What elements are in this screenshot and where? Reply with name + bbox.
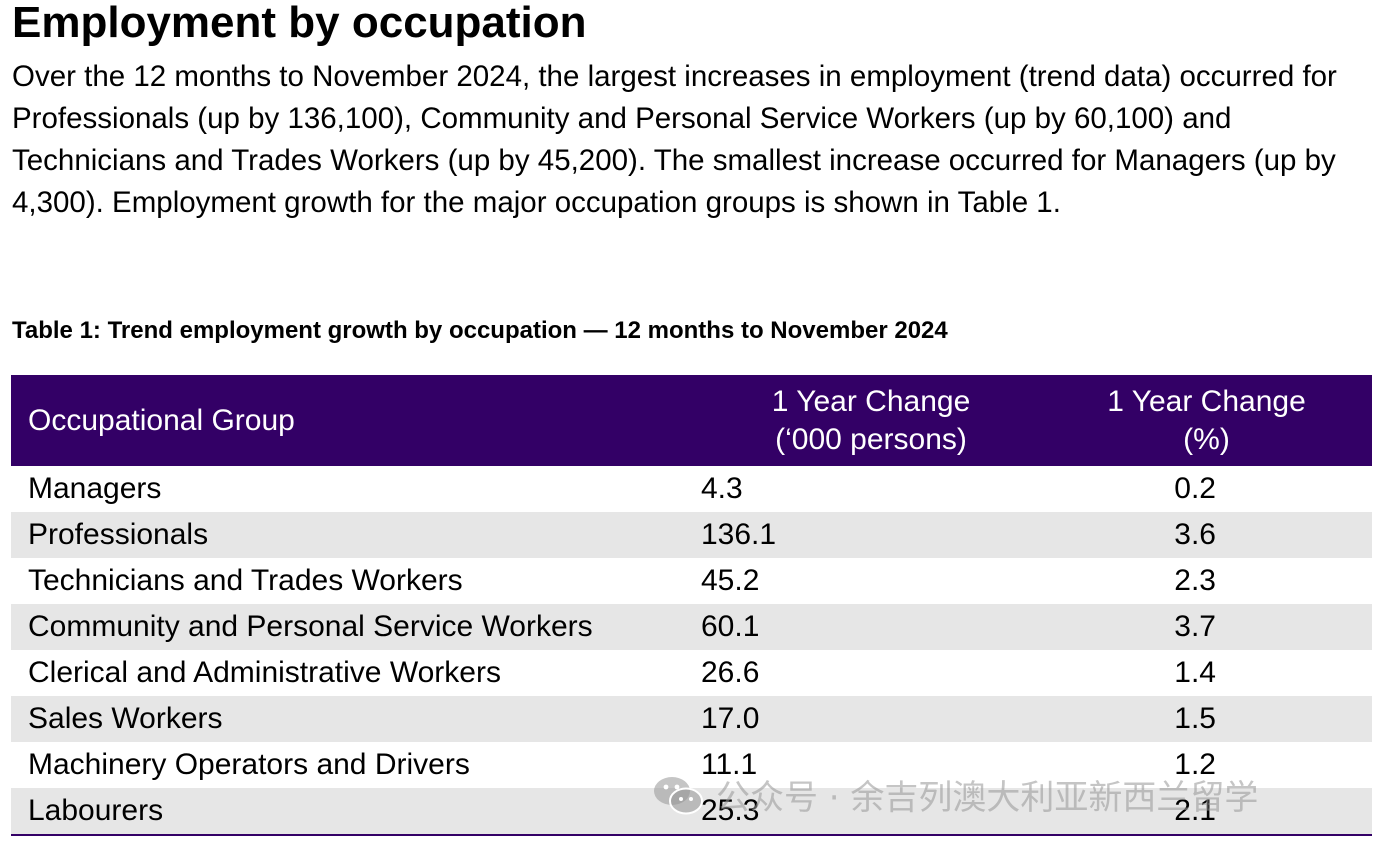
- cell-change-percent: 2.3: [1174, 564, 1216, 597]
- table-header-row: Occupational Group 1 Year Change (‘000 p…: [11, 375, 1372, 466]
- table-row: Community and Personal Service Workers 6…: [11, 604, 1372, 650]
- header-change-thousands: 1 Year Change (‘000 persons): [701, 375, 1041, 466]
- cell-change-thousands: 26.6: [701, 656, 760, 689]
- cell-change-thousands: 17.0: [701, 696, 1041, 742]
- cell-change-thousands: 136.1: [701, 512, 1041, 558]
- cell-group: Managers: [28, 472, 162, 505]
- table-caption: Table 1: Trend employment growth by occu…: [12, 317, 948, 344]
- page-title: Employment by occupation: [12, 0, 587, 47]
- cell-change-thousands: 25.3: [701, 788, 1041, 836]
- watermark: 公众号 · 余吉列澳大利亚新西兰留学: [652, 770, 1258, 819]
- cell-group: Labourers: [11, 788, 701, 836]
- header-change-thousands-line1: 1 Year Change: [771, 384, 971, 418]
- table-row: Professionals 136.1 3.6: [11, 512, 1372, 558]
- cell-change-thousands: 4.3: [701, 472, 743, 505]
- cell-group: Technicians and Trades Workers: [28, 564, 463, 597]
- occupation-table: Occupational Group 1 Year Change (‘000 p…: [11, 375, 1372, 836]
- header-change-percent-line1: 1 Year Change: [1107, 384, 1306, 418]
- cell-change-thousands: 60.1: [701, 604, 1041, 650]
- watermark-text: 公众号 · 余吉列澳大利亚新西兰留学: [716, 778, 1259, 818]
- table-row: Managers 4.3 0.2: [11, 466, 1372, 512]
- cell-group: Sales Workers: [11, 696, 701, 742]
- table-row: Machinery Operators and Drivers 11.1 1.2: [11, 742, 1372, 788]
- cell-group: Clerical and Administrative Workers: [28, 656, 501, 689]
- cell-change-percent: 1.2: [1174, 748, 1216, 781]
- cell-group: Professionals: [11, 512, 701, 558]
- table-row: Technicians and Trades Workers 45.2 2.3: [11, 558, 1372, 604]
- intro-paragraph: Over the 12 months to November 2024, the…: [12, 60, 1337, 219]
- cell-change-thousands: 11.1: [701, 748, 758, 781]
- header-occupational-group: Occupational Group: [11, 375, 701, 466]
- table-row: Clerical and Administrative Workers 26.6…: [11, 650, 1372, 696]
- wechat-icon: [654, 776, 703, 814]
- header-change-thousands-line2: (‘000 persons): [775, 422, 967, 456]
- table-row: Sales Workers 17.0 1.5: [11, 696, 1372, 742]
- cell-change-percent: 3.7: [1041, 604, 1372, 650]
- cell-group: Community and Personal Service Workers: [11, 604, 701, 650]
- cell-group: Machinery Operators and Drivers: [28, 748, 470, 781]
- cell-change-thousands: 45.2: [701, 564, 760, 597]
- header-change-percent: 1 Year Change (%): [1041, 375, 1372, 466]
- header-change-percent-line2: (%): [1183, 422, 1230, 456]
- cell-change-percent: 1.5: [1041, 696, 1372, 742]
- cell-change-percent: 1.4: [1174, 656, 1216, 689]
- table-row: Labourers 25.3 2.1: [11, 788, 1372, 836]
- cell-change-percent: 2.1: [1041, 788, 1372, 836]
- cell-change-percent: 3.6: [1041, 512, 1372, 558]
- cell-change-percent: 0.2: [1174, 472, 1216, 505]
